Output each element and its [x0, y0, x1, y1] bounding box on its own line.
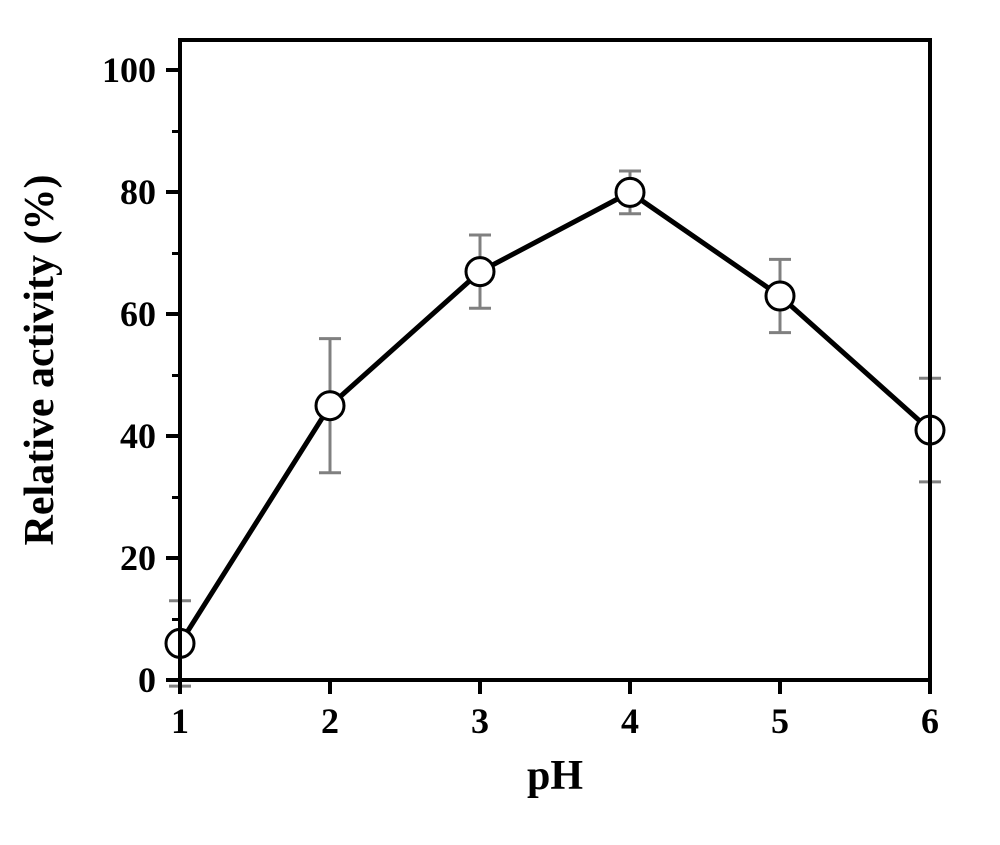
- data-marker: [766, 282, 794, 310]
- x-tick: [778, 680, 782, 694]
- y-minor-tick: [172, 130, 180, 133]
- y-tick: [166, 68, 180, 72]
- data-marker: [466, 258, 494, 286]
- y-tick-label: 80: [76, 171, 156, 213]
- y-tick: [166, 312, 180, 316]
- plot-area: [180, 40, 930, 680]
- y-axis-label: Relative activity (%): [16, 175, 64, 546]
- x-tick: [478, 680, 482, 694]
- y-tick-label: 60: [76, 293, 156, 335]
- data-marker: [316, 392, 344, 420]
- y-minor-tick: [172, 374, 180, 377]
- x-tick: [928, 680, 932, 694]
- y-minor-tick: [172, 618, 180, 621]
- y-tick-label: 40: [76, 415, 156, 457]
- data-marker: [616, 178, 644, 206]
- series-line: [180, 192, 930, 643]
- x-tick-label: 6: [921, 700, 939, 742]
- x-tick-label: 4: [621, 700, 639, 742]
- x-tick-label: 5: [771, 700, 789, 742]
- chart-container: Relative activity (%) pH 0 20 40 60 80 100 1 2 3…: [0, 0, 1000, 845]
- axis-line: [178, 38, 932, 42]
- y-tick: [166, 434, 180, 438]
- y-tick-label: 20: [76, 537, 156, 579]
- x-axis-label: pH: [527, 752, 583, 800]
- axis-line: [178, 38, 182, 682]
- y-tick: [166, 190, 180, 194]
- plot-svg: [180, 40, 930, 680]
- y-tick-label: 0: [76, 659, 156, 701]
- axis-line: [178, 678, 932, 682]
- x-tick-label: 2: [321, 700, 339, 742]
- x-tick-label: 1: [171, 700, 189, 742]
- y-tick: [166, 556, 180, 560]
- x-tick: [628, 680, 632, 694]
- x-tick: [178, 680, 182, 694]
- axis-line: [928, 38, 932, 682]
- y-tick-label: 100: [76, 49, 156, 91]
- y-minor-tick: [172, 252, 180, 255]
- x-tick: [328, 680, 332, 694]
- x-tick-label: 3: [471, 700, 489, 742]
- y-minor-tick: [172, 496, 180, 499]
